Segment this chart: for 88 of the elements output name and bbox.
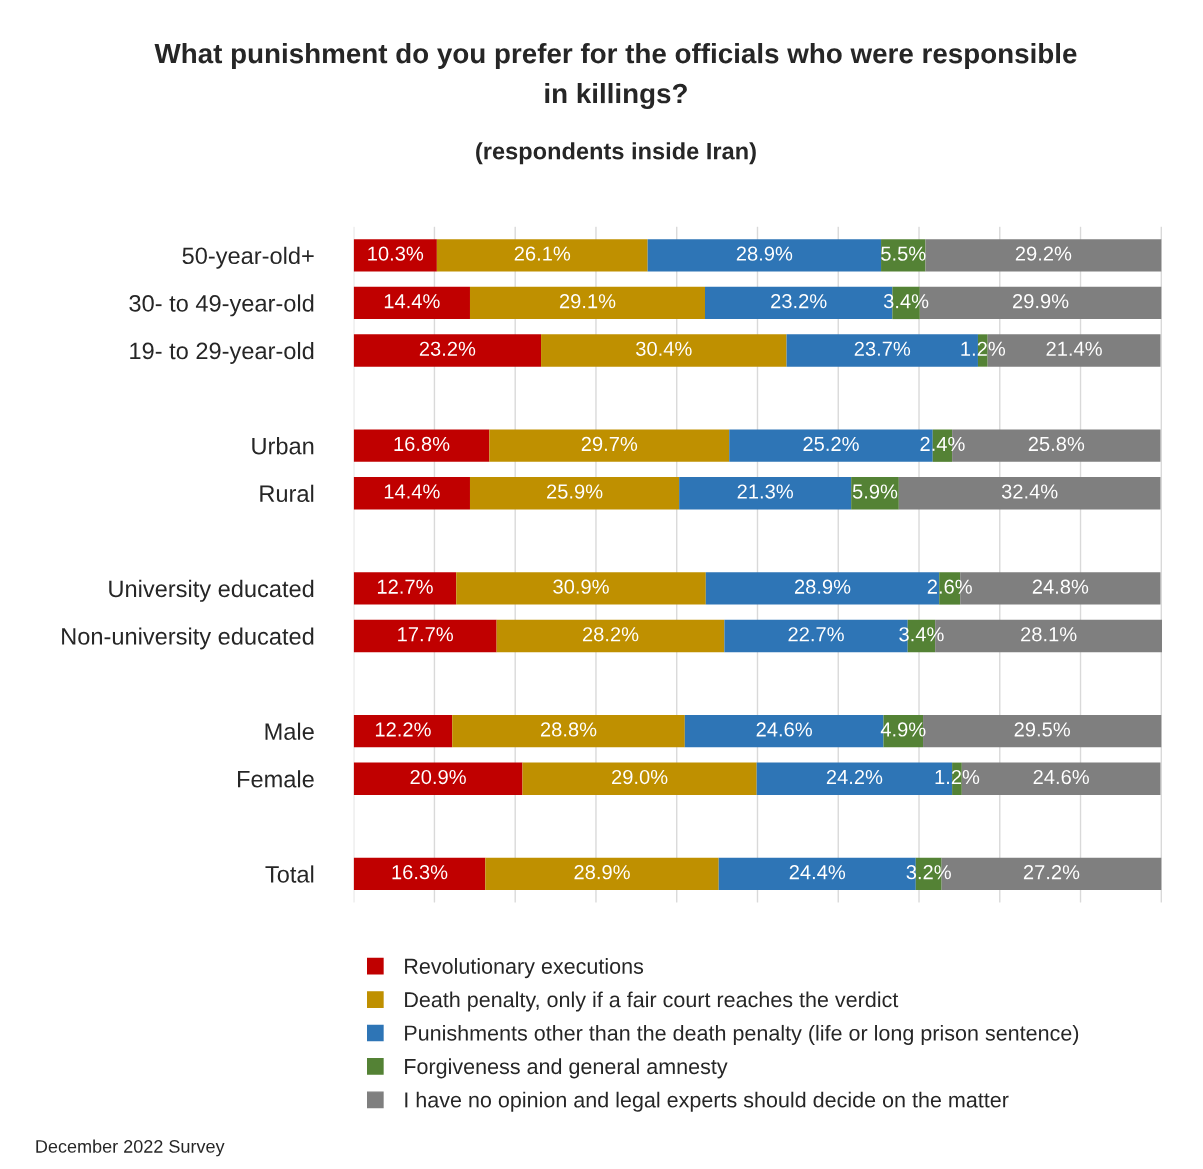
- data-label: 23.2%: [771, 294, 827, 309]
- text: December 2022 Survey: [36, 1139, 225, 1157]
- data-label: 21.3%: [737, 484, 793, 499]
- data-label: 1.2%: [961, 341, 1006, 356]
- data-label: 16.8%: [394, 436, 450, 452]
- bar: [541, 334, 787, 367]
- data-label: 27.2%: [1023, 865, 1080, 880]
- data-label: 14.4%: [384, 484, 440, 499]
- bar: [436, 239, 648, 272]
- data-label: 23.7%: [854, 341, 911, 356]
- data-label: 16.3%: [392, 865, 448, 880]
- data-label: 20.9%: [410, 769, 466, 785]
- data-label: 28.9%: [794, 579, 851, 594]
- bar: [496, 619, 725, 653]
- data-label: 2.4%: [920, 436, 965, 451]
- data-label: 17.7%: [398, 627, 453, 642]
- y-tick-label: Rural: [260, 484, 314, 503]
- bar: [353, 572, 457, 605]
- data-label: 29.5%: [1014, 722, 1070, 737]
- bar: [489, 429, 730, 462]
- bar: [469, 286, 705, 320]
- bar: [485, 857, 719, 891]
- y-tick-label: 50-year-old+: [182, 246, 314, 269]
- data-label: 28.2%: [582, 627, 639, 642]
- bar: [679, 477, 852, 510]
- bar: [456, 572, 706, 605]
- data-label: 1.2%: [935, 769, 980, 785]
- data-label: 25.2%: [803, 436, 859, 452]
- data-label: 24.6%: [756, 722, 812, 737]
- data-label: 25.9%: [547, 484, 603, 499]
- bar: [469, 477, 680, 510]
- data-label: 26.1%: [514, 246, 571, 261]
- bar: [353, 334, 542, 367]
- data-label: 29.0%: [612, 769, 668, 785]
- chart-title: What punishment do you prefer for the officials who were responsible in killings?: [154, 42, 1077, 109]
- data-label: 21.4%: [1046, 341, 1102, 356]
- bar: [353, 239, 437, 272]
- bar: [353, 762, 523, 795]
- data-label: 23.2%: [419, 341, 476, 356]
- data-label: 25.8%: [1028, 436, 1085, 452]
- data-label: 28.8%: [540, 722, 597, 737]
- y-tick-label: Non-university educated: [62, 627, 314, 650]
- data-label: 10.3%: [368, 246, 424, 261]
- data-label: 24.6%: [1033, 769, 1089, 785]
- data-label: 5.9%: [852, 484, 898, 499]
- bar: [353, 477, 470, 510]
- data-label: 24.4%: [789, 865, 846, 880]
- bar: [353, 286, 470, 320]
- data-label: 12.2%: [375, 722, 431, 737]
- bar: [353, 857, 486, 891]
- data-label: 29.2%: [1015, 246, 1072, 261]
- y-tick-label: Urban: [252, 437, 314, 455]
- legend-label: Death penalty, only if a fair court reaches the verdict: [405, 991, 899, 1012]
- y-tick-label: 19- to 29-year-old: [130, 341, 314, 364]
- bar: [647, 239, 882, 272]
- data-label: 14.4%: [384, 294, 440, 309]
- legend-label: Revolutionary executions: [405, 958, 644, 979]
- data-label: 29.9%: [1013, 294, 1069, 309]
- data-label: 30.9%: [553, 579, 609, 594]
- y-tick-label: Total: [265, 865, 314, 883]
- data-label: 29.1%: [559, 294, 616, 309]
- data-label: 28.9%: [574, 865, 630, 880]
- y-tick-label: University educated: [109, 579, 314, 602]
- data-label: 29.7%: [581, 436, 638, 452]
- legend-label: Forgiveness and general amnesty: [405, 1058, 728, 1079]
- legend-label: Punishments other than the death penalty (life or long prison sentence): [405, 1024, 1079, 1045]
- data-label: 22.7%: [788, 627, 844, 642]
- legend-label: I have no opinion and legal experts should decide on the matter: [405, 1091, 1009, 1112]
- y-tick-label: Male: [265, 722, 314, 740]
- bar: [353, 714, 453, 748]
- data-label: 2.6%: [927, 579, 972, 594]
- data-label: 24.2%: [826, 769, 883, 785]
- y-tick-label: Female: [238, 770, 314, 788]
- data-label: 12.7%: [377, 579, 433, 594]
- data-label: 28.1%: [1021, 627, 1077, 642]
- data-label: 5.5%: [881, 246, 926, 261]
- data-label: 28.9%: [736, 246, 793, 261]
- bar: [898, 477, 1161, 510]
- bar: [522, 762, 757, 795]
- bar: [353, 429, 490, 462]
- bar: [925, 239, 1162, 272]
- chart-subtitle: (respondents inside Iran): [476, 142, 756, 165]
- bar: [452, 714, 685, 748]
- data-label: 24.8%: [1032, 579, 1089, 594]
- y-tick-label: 30- to 49-year-old: [129, 294, 314, 317]
- bar: [353, 619, 497, 653]
- data-label: 30.4%: [636, 341, 692, 356]
- data-label: 32.4%: [1001, 484, 1058, 499]
